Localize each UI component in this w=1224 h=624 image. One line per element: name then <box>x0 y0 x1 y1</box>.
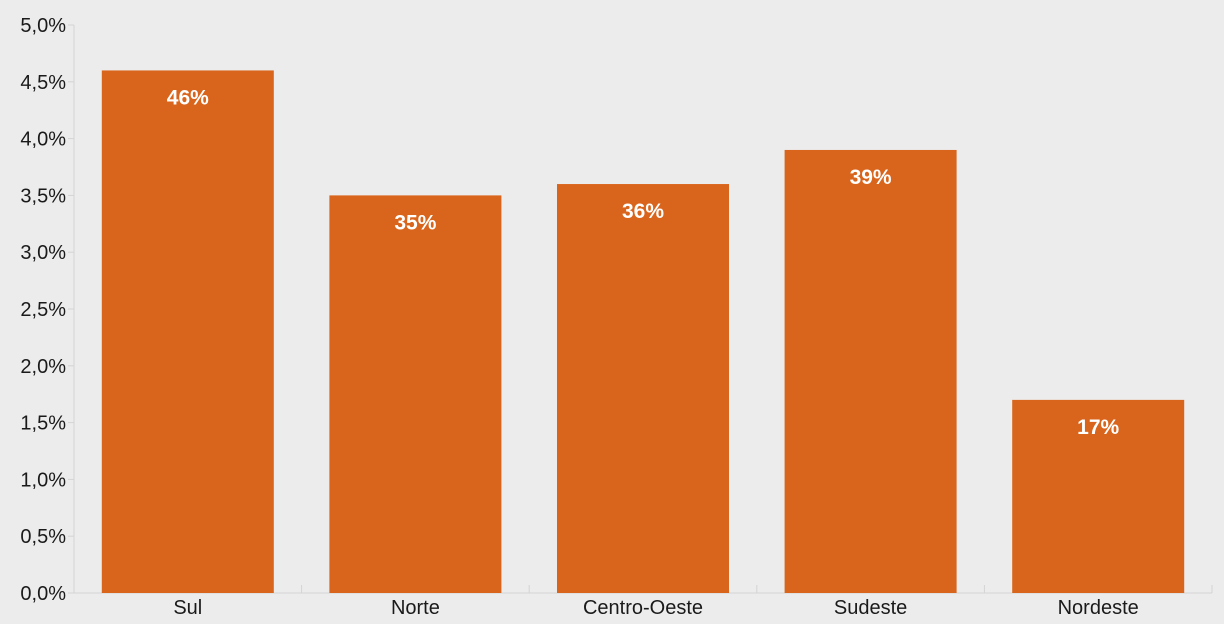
bar-sudeste <box>784 149 957 593</box>
bar-value-label: 17% <box>1077 416 1119 439</box>
bar-value-label: 36% <box>622 200 664 223</box>
y-tick-label: 1,0% <box>20 469 66 491</box>
bar-norte <box>329 195 502 593</box>
y-tick-label: 5,0% <box>20 15 66 37</box>
y-tick-label: 0,5% <box>20 526 66 548</box>
bar-nordeste <box>1012 399 1185 593</box>
x-tick-label: Nordeste <box>1058 597 1139 619</box>
y-tick-label: 2,5% <box>20 299 66 321</box>
y-tick-label: 0,0% <box>20 583 66 605</box>
x-tick-label: Norte <box>391 597 440 619</box>
bar-value-label: 39% <box>850 166 892 189</box>
y-tick-label: 3,0% <box>20 242 66 264</box>
y-tick-label: 1,5% <box>20 413 66 435</box>
bar-centro-oeste <box>557 184 729 594</box>
x-tick-label: Sul <box>173 597 202 619</box>
y-tick-label: 4,0% <box>20 129 66 151</box>
y-tick-label: 4,5% <box>20 72 66 94</box>
y-axis: 0,0% 0,5% 1,0% 1,5% 2,0% 2,5% 3,0% 3,5% 4,0% 4,5%… <box>20 15 75 605</box>
bar-sul <box>101 70 274 593</box>
y-tick-label: 3,5% <box>20 185 66 207</box>
bar-labels-group: 46% 35% 36% 39% 17% <box>167 86 1120 438</box>
x-tick-label: Centro-Oeste <box>583 597 703 619</box>
x-tick-label: Sudeste <box>834 597 907 619</box>
bar-value-label: 46% <box>167 86 209 109</box>
y-tick-label: 2,0% <box>20 356 66 378</box>
bar-value-label: 35% <box>394 211 436 234</box>
bars-group <box>101 70 1185 594</box>
